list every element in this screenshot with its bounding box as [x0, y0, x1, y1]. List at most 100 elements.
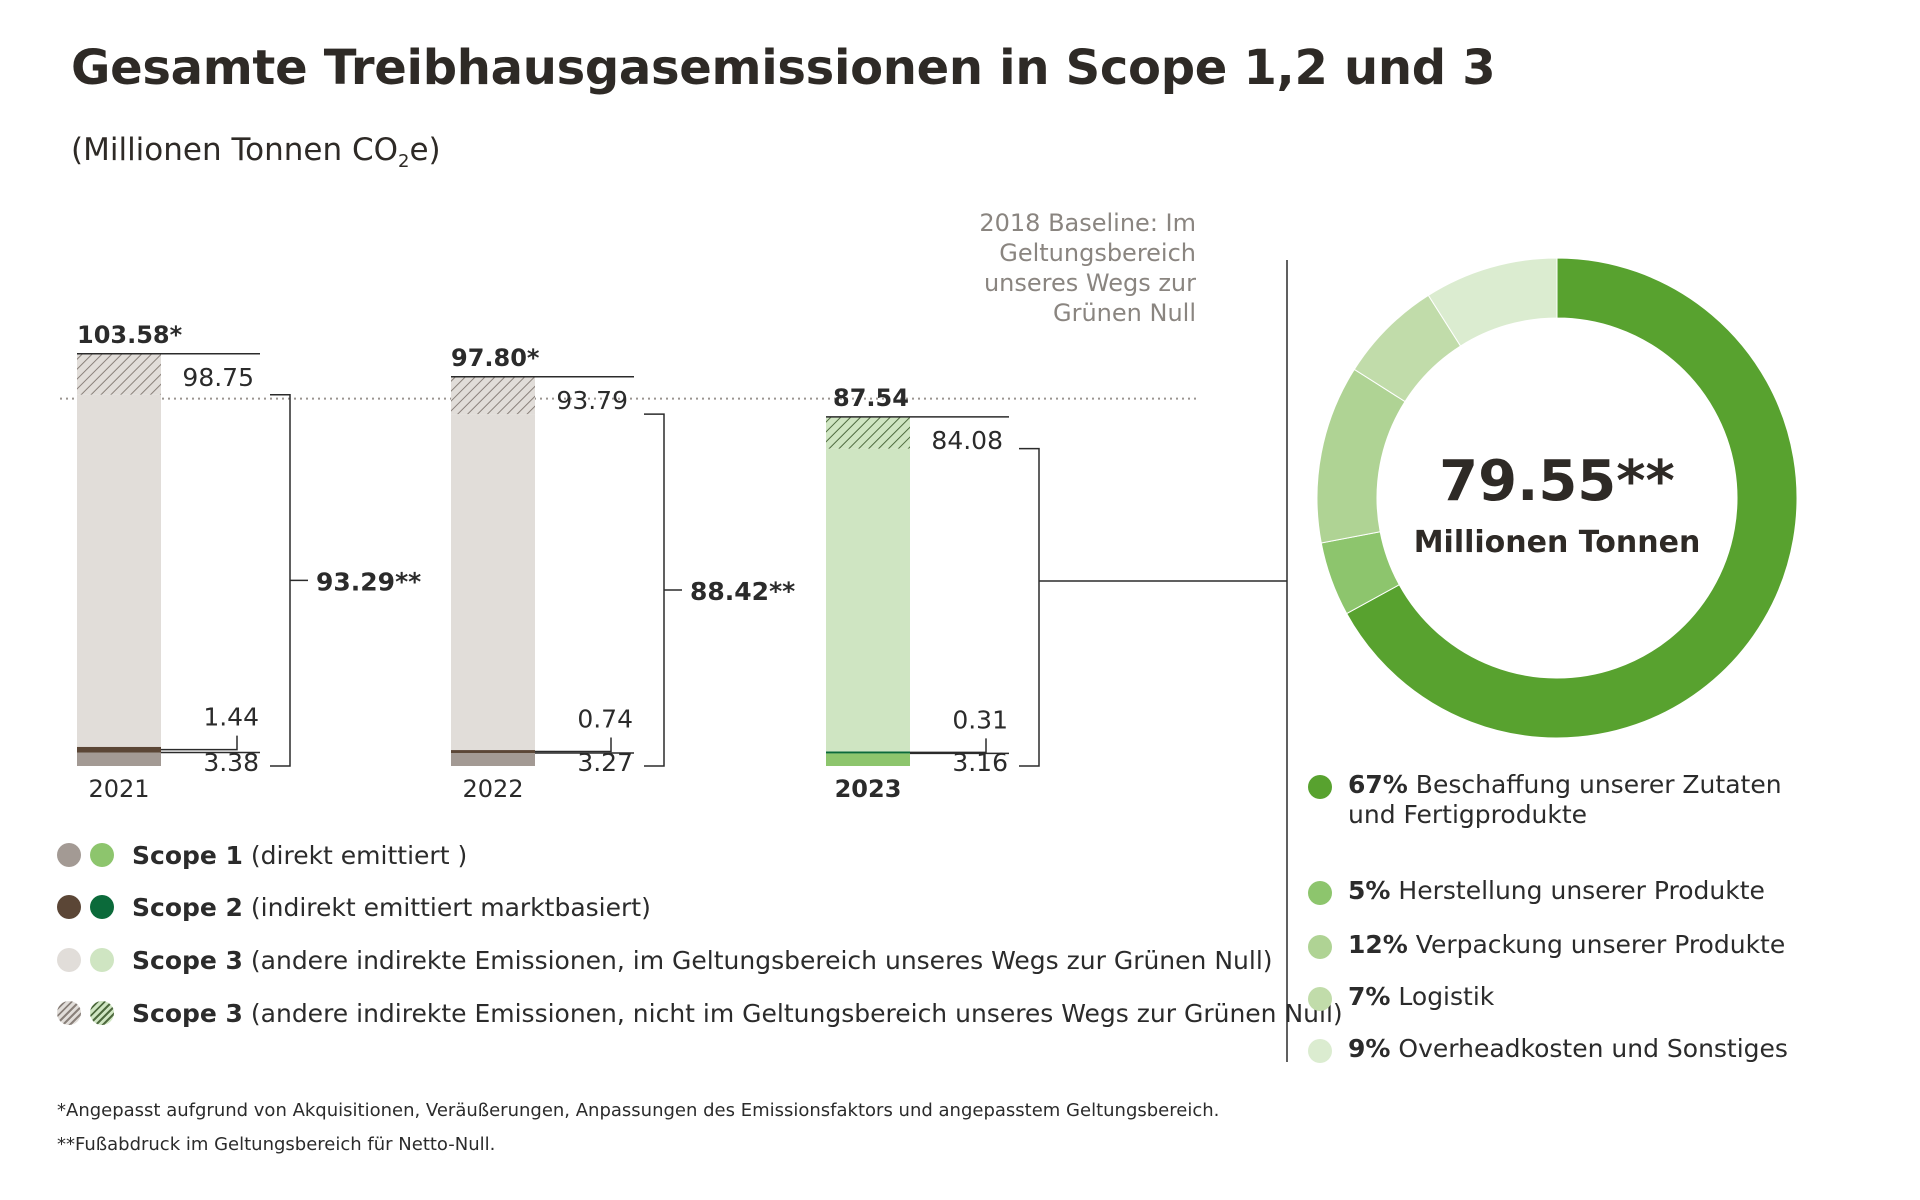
baseline-note-line: unseres Wegs zur [984, 269, 1196, 297]
bar-scope3-segment [451, 414, 535, 751]
donut-legend-label: Beschaffung unserer Zutaten und Fertigpr… [1348, 770, 1782, 829]
legend-scope3-out-label: Scope 3 (andere indirekte Emissionen, ni… [132, 999, 1343, 1028]
donut-center-unit: Millionen Tonnen [1414, 525, 1701, 560]
chart-title: Gesamte Treibhausgasemissionen in Scope … [71, 40, 1496, 96]
scope1-label: 1.44 [203, 703, 259, 732]
donut-legend-text: 9% Overheadkosten und Sonstiges [1348, 1034, 1788, 1064]
donut-slice [1316, 368, 1406, 544]
scope2-label: 3.16 [952, 748, 1008, 777]
donut-legend-pct: 7% [1348, 982, 1391, 1011]
donut-legend-pct: 9% [1348, 1034, 1391, 1063]
chart-subtitle: (Millionen Tonnen CO2e) [71, 132, 441, 172]
bar-scope3-outside-segment [451, 376, 535, 415]
donut-legend-item: 9% Overheadkosten und Sonstiges [1308, 1034, 1828, 1064]
footnote-adjusted: *Angepasst aufgrund von Akquisitionen, V… [57, 1100, 1220, 1121]
scope3-label: 98.75 [182, 363, 254, 392]
legend-scope1-bold: Scope 1 [132, 840, 243, 870]
legend-scope2-label: Scope 2 (indirekt emittiert marktbasiert… [132, 893, 651, 922]
donut-legend-pct: 5% [1348, 876, 1391, 905]
scope2-green-swatch [90, 895, 114, 919]
subtitle-suffix: e) [409, 132, 441, 168]
donut-legend-swatch [1308, 1039, 1332, 1063]
legend-scope2-rest: (indirekt emittiert marktbasiert) [242, 892, 651, 922]
scope3-label: 84.08 [931, 426, 1003, 455]
legend-scope1: Scope 1 (direkt emittiert ) [57, 838, 467, 872]
legend-scope3-out-bold: Scope 3 [132, 998, 243, 1028]
donut-legend-label: Herstellung unserer Produkte [1398, 876, 1765, 905]
total-label: 103.58* [77, 321, 183, 349]
bars-layer: 103.58* 98.75 1.44 3.38 2021 93.29** 97.80* 93.… [60, 321, 1198, 803]
total-label: 87.54 [833, 384, 909, 412]
donut-legend-item: 12% Verpackung unserer Produkte [1308, 930, 1828, 960]
legend-scope1-rest: (direkt emittiert ) [242, 840, 468, 870]
bar-scope3-outside-segment [77, 353, 161, 395]
donut-legend-swatch [1308, 881, 1332, 905]
legend-scope3-in-bold: Scope 3 [132, 945, 243, 975]
scope1-gray-swatch [57, 843, 81, 867]
bar-scope1-segment [77, 746, 161, 753]
scope-bracket [1019, 447, 1040, 767]
legend-scope2: Scope 2 (indirekt emittiert marktbasiert… [57, 890, 651, 924]
donut-legend-text: 67% Beschaffung unserer Zutaten und Fert… [1348, 770, 1828, 830]
legend-scope3-in-label: Scope 3 (andere indirekte Emissionen, im… [132, 946, 1273, 975]
scope2-label: 3.38 [203, 748, 259, 777]
donut-legend-swatch [1308, 935, 1332, 959]
scope3-gray-hatch-swatch [57, 1001, 81, 1025]
legend-scope3-in-rest: (andere indirekte Emissionen, im Geltung… [242, 945, 1273, 975]
legend-scope2-bold: Scope 2 [132, 892, 243, 922]
donut-legend-swatch [1308, 987, 1332, 1011]
bar-scope3-outside-segment [826, 416, 910, 449]
donut-legend-label: Logistik [1398, 982, 1495, 1011]
subtitle-subscript: 2 [398, 151, 410, 173]
donut-legend-item: 67% Beschaffung unserer Zutaten und Fert… [1308, 770, 1828, 830]
donut-legend-item: 5% Herstellung unserer Produkte [1308, 876, 1828, 906]
baseline-note: 2018 Baseline: ImGeltungsbereichunseres … [979, 209, 1196, 327]
donut-legend-label: Overheadkosten und Sonstiges [1398, 1034, 1788, 1063]
baseline-note-line: Grünen Null [1053, 299, 1196, 327]
baseline-note-line: Geltungsbereich [999, 239, 1196, 267]
total-label: 97.80* [451, 344, 540, 372]
category-label: 2021 [88, 775, 149, 803]
donut-slice [1346, 257, 1798, 739]
bar-scope3-segment [826, 448, 910, 752]
scope-bracket [270, 393, 291, 767]
donut-legend-text: 12% Verpackung unserer Produkte [1348, 930, 1785, 960]
baseline-note-line: 2018 Baseline: Im [979, 209, 1196, 237]
donut-layer: 79.55** Millionen Tonnen [1316, 257, 1798, 739]
bracket-label: 88.42** [690, 577, 795, 606]
bar-scope2-segment [451, 752, 535, 766]
donut-center-value: 79.55** [1439, 449, 1675, 514]
scope2-label: 3.27 [577, 748, 633, 777]
subtitle-prefix: (Millionen Tonnen CO [71, 132, 399, 168]
scope1-label: 0.74 [577, 705, 633, 734]
legend-scope3-in: Scope 3 (andere indirekte Emissionen, im… [57, 943, 1273, 977]
bar-scope2-segment [77, 752, 161, 766]
donut-legend-pct: 12% [1348, 930, 1408, 959]
legend-scope3-out: Scope 3 (andere indirekte Emissionen, ni… [57, 996, 1343, 1030]
scope1-green-swatch [90, 843, 114, 867]
category-label: 2022 [462, 775, 523, 803]
donut-legend-swatch [1308, 775, 1332, 799]
scope3-label: 93.79 [556, 386, 628, 415]
scope1-leader [910, 738, 987, 754]
scope2-gray-swatch [57, 895, 81, 919]
donut-legend-text: 7% Logistik [1348, 982, 1494, 1012]
scope-bracket [644, 413, 665, 767]
bar-scope2-segment [826, 753, 910, 766]
scope1-leader [535, 737, 612, 753]
scope1-label: 0.31 [952, 705, 1008, 734]
scope3-gray-swatch [57, 948, 81, 972]
donut-slice [1427, 257, 1558, 347]
donut-legend-label: Verpackung unserer Produkte [1415, 930, 1786, 959]
donut-legend-text: 5% Herstellung unserer Produkte [1348, 876, 1765, 906]
scope3-green-hatch-swatch [90, 1001, 114, 1025]
legend-scope3-out-rest: (andere indirekte Emissionen, nicht im G… [242, 998, 1343, 1028]
bracket-label: 93.29** [316, 567, 421, 596]
footnote-netzero: **Fußabdruck im Geltungsbereich für Nett… [57, 1134, 496, 1155]
bar-scope1-segment [826, 751, 910, 754]
category-label: 2023 [835, 775, 902, 803]
donut-legend-pct: 67% [1348, 770, 1408, 799]
donut-legend-item: 7% Logistik [1308, 982, 1828, 1012]
scope1-leader [161, 735, 238, 751]
